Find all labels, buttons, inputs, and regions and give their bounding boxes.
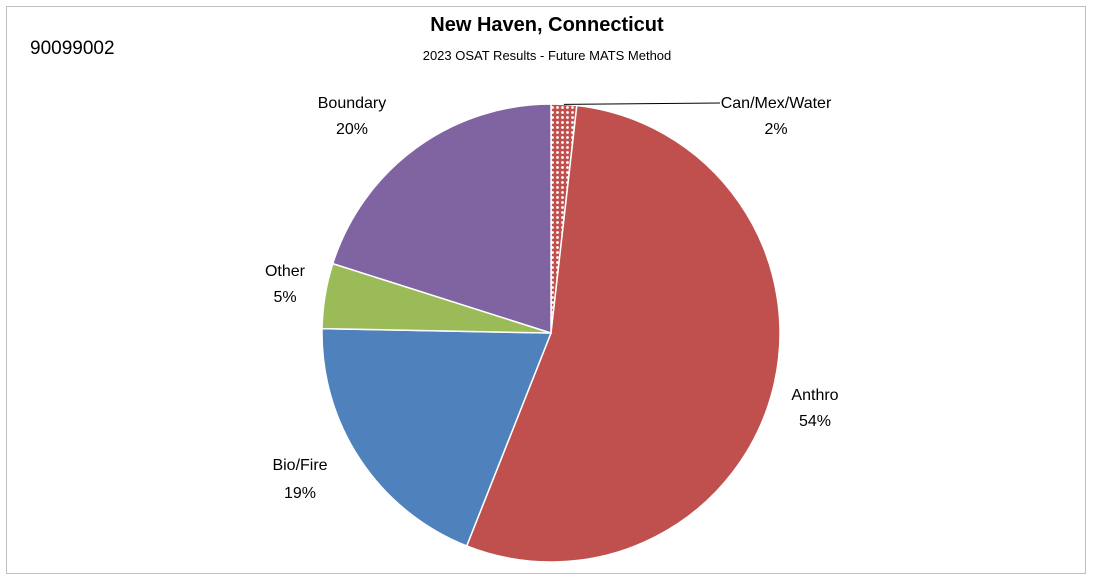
slice-label-percent: 20% <box>336 121 368 138</box>
slice-label-percent: 2% <box>764 121 787 138</box>
chart-subtitle: 2023 OSAT Results - Future MATS Method <box>422 48 672 63</box>
pie-slice-boundary <box>331 103 552 335</box>
slice-label-name: Other <box>265 263 306 280</box>
slice-label-name: Can/Mex/Water <box>721 95 832 112</box>
slice-label-name: Bio/Fire <box>272 457 327 474</box>
chart-title: New Haven, Connecticut <box>430 14 664 36</box>
slice-label-name: Anthro <box>791 387 838 404</box>
leader-line <box>563 102 721 105</box>
slice-label-percent: 19% <box>284 485 316 502</box>
slice-label-name: Boundary <box>318 95 387 112</box>
pie-slice-anthro <box>465 104 781 563</box>
slice-label-percent: 54% <box>799 413 831 430</box>
pie-slice-bio-fire <box>321 327 553 547</box>
site-id-label: 90099002 <box>30 38 115 59</box>
slice-label-percent: 5% <box>273 289 296 306</box>
